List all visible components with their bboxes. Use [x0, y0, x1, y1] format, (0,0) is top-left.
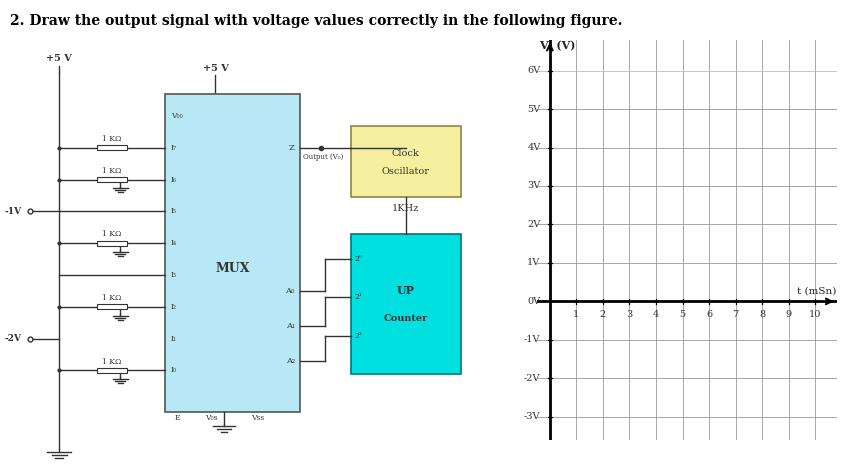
Text: Z: Z — [289, 144, 295, 152]
Text: I₂: I₂ — [170, 303, 176, 311]
Text: Clock: Clock — [392, 148, 419, 158]
Text: Vss: Vss — [251, 414, 264, 422]
Text: 2: 2 — [599, 310, 605, 319]
Text: E: E — [175, 414, 180, 422]
Text: 4V: 4V — [527, 143, 540, 152]
Text: 3V: 3V — [527, 182, 540, 190]
Text: V₀ (V): V₀ (V) — [538, 40, 575, 51]
Text: 4: 4 — [652, 310, 658, 319]
Bar — [97, 305, 127, 309]
Text: A₁: A₁ — [285, 322, 295, 330]
Text: -1V: -1V — [4, 207, 21, 216]
Text: -2V: -2V — [4, 334, 21, 343]
Text: -2V: -2V — [523, 374, 540, 383]
Bar — [97, 177, 127, 182]
Bar — [165, 94, 300, 412]
Text: 5: 5 — [679, 310, 684, 319]
Text: 1 KΩ: 1 KΩ — [102, 135, 122, 143]
Text: 1: 1 — [572, 310, 579, 319]
Text: MUX: MUX — [215, 262, 249, 275]
Bar — [350, 234, 460, 374]
Text: 7: 7 — [732, 310, 738, 319]
Text: I₅: I₅ — [170, 207, 176, 215]
Text: 2¹: 2¹ — [354, 293, 362, 301]
Text: 2²: 2² — [354, 332, 362, 341]
Text: Oscillator: Oscillator — [381, 168, 429, 176]
Text: 2⁰: 2⁰ — [354, 255, 362, 263]
Text: 1 KΩ: 1 KΩ — [102, 358, 122, 366]
Text: 1 KΩ: 1 KΩ — [102, 294, 122, 302]
Text: I₄: I₄ — [170, 239, 176, 247]
Bar — [97, 146, 127, 150]
Text: I₀: I₀ — [170, 366, 176, 374]
Text: Counter: Counter — [383, 314, 427, 323]
Text: 0V: 0V — [527, 297, 540, 306]
Bar — [350, 126, 460, 197]
Text: -1V: -1V — [523, 336, 540, 344]
Text: I₆: I₆ — [170, 176, 176, 183]
Text: 9: 9 — [785, 310, 791, 319]
Text: V₀₀: V₀₀ — [170, 112, 182, 120]
Text: 6: 6 — [706, 310, 711, 319]
Text: Output (V₀): Output (V₀) — [302, 154, 343, 161]
Text: UP: UP — [396, 285, 414, 296]
Text: +5 V: +5 V — [203, 64, 228, 73]
Text: V₀s: V₀s — [205, 414, 217, 422]
Text: 1 KΩ: 1 KΩ — [102, 231, 122, 239]
Bar — [97, 368, 127, 373]
Text: 1V: 1V — [527, 258, 540, 267]
Text: 8: 8 — [758, 310, 765, 319]
Text: 3: 3 — [625, 310, 632, 319]
Text: 2V: 2V — [527, 220, 540, 229]
Text: A₀: A₀ — [285, 287, 295, 295]
Text: A₂: A₂ — [285, 357, 295, 365]
Text: 10: 10 — [809, 310, 820, 319]
Text: I₁: I₁ — [170, 335, 176, 343]
Text: +5 V: +5 V — [46, 54, 72, 63]
Text: 1KHz: 1KHz — [392, 204, 419, 212]
Text: t (mSn): t (mSn) — [796, 286, 836, 296]
Text: 5V: 5V — [527, 104, 540, 114]
Text: 2. Draw the output signal with voltage values correctly in the following figure.: 2. Draw the output signal with voltage v… — [10, 14, 622, 28]
Text: I₇: I₇ — [170, 144, 176, 152]
Bar — [97, 241, 127, 246]
Text: I₃: I₃ — [170, 271, 176, 279]
Text: 1 KΩ: 1 KΩ — [102, 167, 122, 175]
Text: 6V: 6V — [527, 66, 540, 75]
Text: -3V: -3V — [523, 412, 540, 421]
